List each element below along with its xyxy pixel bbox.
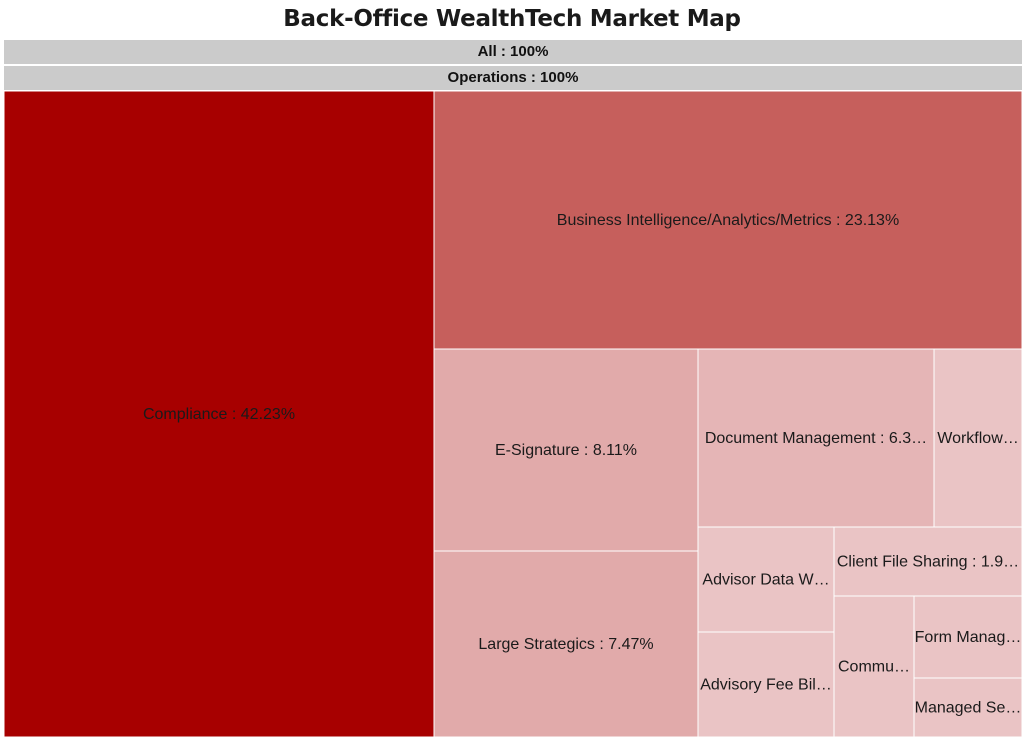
- tile-rect-workflow[interactable]: [933, 348, 1023, 528]
- tile-document-management[interactable]: Document Management : 6.3…: [697, 348, 935, 528]
- tile-form-manag[interactable]: Form Manag…: [913, 595, 1023, 679]
- tile-client-file-sharing[interactable]: Client File Sharing : 1.9…: [833, 526, 1023, 597]
- tile-workflow[interactable]: Workflow…: [933, 348, 1023, 528]
- tile-advisory-fee-bil[interactable]: Advisory Fee Bil…: [697, 631, 835, 737]
- chart-title: Back-Office WealthTech Market Map: [283, 6, 741, 32]
- tile-rect-managed-se[interactable]: [913, 677, 1023, 737]
- tile-advisor-data-w[interactable]: Advisor Data W…: [697, 526, 835, 633]
- tile-label-business-intelligence-analytics-metrics: Business Intelligence/Analytics/Metrics …: [557, 212, 899, 229]
- tile-commu[interactable]: Commu…: [833, 595, 915, 737]
- tile-rect-large-strategics[interactable]: [433, 550, 699, 737]
- tile-managed-se[interactable]: Managed Se…: [913, 677, 1023, 737]
- tile-rect-form-manag[interactable]: [913, 595, 1023, 679]
- tile-rect-commu[interactable]: [833, 595, 915, 737]
- tile-rect-business-intelligence-analytics-metrics[interactable]: [433, 90, 1023, 350]
- tile-label-commu: Commu…: [838, 659, 910, 676]
- tile-label-workflow: Workflow…: [937, 430, 1019, 447]
- tile-large-strategics[interactable]: Large Strategics : 7.47%: [433, 550, 699, 737]
- tile-label-document-management: Document Management : 6.3…: [705, 430, 927, 447]
- tile-e-signature[interactable]: E-Signature : 8.11%: [433, 348, 699, 552]
- tile-label-large-strategics: Large Strategics : 7.47%: [478, 636, 653, 653]
- tile-label-compliance: Compliance : 42.23%: [143, 406, 295, 423]
- tile-rect-advisory-fee-bil[interactable]: [697, 631, 835, 737]
- tile-label-client-file-sharing: Client File Sharing : 1.9…: [837, 554, 1019, 571]
- tile-business-intelligence-analytics-metrics[interactable]: Business Intelligence/Analytics/Metrics …: [433, 90, 1023, 350]
- tile-label-advisory-fee-bil: Advisory Fee Bil…: [700, 677, 832, 694]
- breadcrumb-operations[interactable]: Operations : 100%: [4, 66, 1022, 90]
- tile-label-advisor-data-w: Advisor Data W…: [702, 572, 829, 589]
- tile-label-form-manag: Form Manag…: [915, 629, 1022, 646]
- tile-label-managed-se: Managed Se…: [915, 700, 1022, 717]
- tile-rect-document-management[interactable]: [697, 348, 935, 528]
- tile-label-e-signature: E-Signature : 8.11%: [495, 442, 637, 459]
- tile-rect-compliance[interactable]: [3, 90, 435, 737]
- breadcrumb-all[interactable]: All : 100%: [4, 40, 1022, 64]
- tile-compliance[interactable]: Compliance : 42.23%: [3, 90, 435, 737]
